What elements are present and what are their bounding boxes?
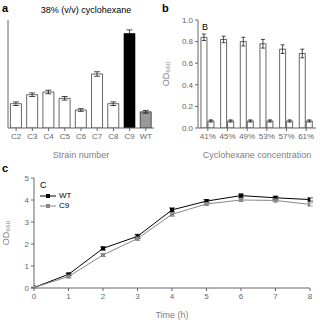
svg-text:49%: 49%: [239, 132, 255, 141]
html-text:C: C: [40, 180, 47, 190]
svg-text:41%: 41%: [200, 132, 216, 141]
svg-text:61%: 61%: [298, 132, 312, 141]
svg-text:Cyclohexane concentration: Cyclohexane concentration: [203, 150, 312, 160]
html-text:38% (v/v) cyclohexane: 38% (v/v) cyclohexane: [40, 5, 132, 15]
html-text:B: B: [202, 22, 208, 32]
svg-text:1.0: 1.0: [182, 16, 194, 25]
svg-text:C5: C5: [60, 132, 71, 141]
svg-text:4: 4: [170, 292, 175, 301]
svg-text:0.2: 0.2: [182, 102, 194, 111]
svg-text:0.0: 0.0: [182, 124, 194, 133]
svg-text:5: 5: [25, 174, 30, 183]
svg-text:7: 7: [273, 292, 278, 301]
svg-text:C7: C7: [92, 132, 103, 141]
svg-text:2: 2: [25, 240, 30, 249]
svg-text:0: 0: [25, 284, 30, 293]
svg-text:8: 8: [308, 292, 312, 301]
svg-text:C2: C2: [11, 132, 22, 141]
html-text:c: c: [2, 162, 9, 174]
svg-text:1: 1: [66, 292, 71, 301]
html-text:WT: WT: [59, 191, 72, 200]
svg-text:3: 3: [135, 292, 140, 301]
svg-text:0.4: 0.4: [182, 81, 194, 90]
svg-text:3: 3: [25, 218, 30, 227]
svg-text:6: 6: [239, 292, 244, 301]
svg-text:2: 2: [101, 292, 106, 301]
svg-text:1: 1: [25, 262, 30, 271]
svg-text:53%: 53%: [259, 132, 275, 141]
svg-text:WT: WT: [140, 132, 153, 141]
svg-text:C9: C9: [125, 132, 136, 141]
svg-text:57%: 57%: [278, 132, 294, 141]
svg-text:0.6: 0.6: [182, 59, 194, 68]
svg-text:Time (h): Time (h): [155, 310, 188, 320]
svg-text:Strain number: Strain number: [53, 150, 110, 160]
svg-text:OD₆₆₀: OD₆₆₀: [161, 61, 171, 86]
html-text:C9: C9: [59, 201, 70, 210]
html-text:a: a: [2, 2, 9, 14]
svg-text:C3: C3: [27, 132, 38, 141]
svg-text:5: 5: [204, 292, 209, 301]
svg-text:45%: 45%: [219, 132, 235, 141]
svg-text:0.8: 0.8: [182, 37, 194, 46]
svg-text:C6: C6: [76, 132, 87, 141]
svg-text:0: 0: [32, 292, 37, 301]
svg-text:4: 4: [25, 196, 30, 205]
svg-text:C4: C4: [43, 132, 54, 141]
svg-text:C8: C8: [108, 132, 119, 141]
html-text:b: b: [162, 2, 169, 14]
svg-text:OD₆₆₀: OD₆₆₀: [8, 220, 11, 245]
